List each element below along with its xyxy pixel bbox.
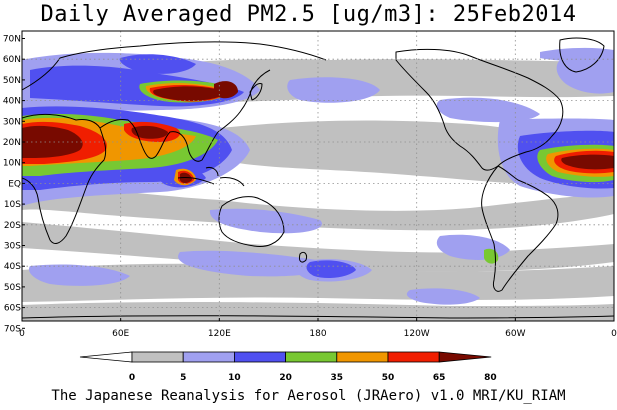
longitude-axis: 0 60E 120E 180 120W 60W 0 — [19, 318, 617, 339]
lat-tick-label: 40S — [4, 262, 21, 272]
lat-tick-label: 30N — [3, 117, 21, 127]
colorbar-label: 65 — [433, 373, 446, 383]
lon-tick-label: 60W — [505, 329, 525, 339]
colorbar-swatch — [336, 351, 389, 363]
lat-tick-label: 60N — [3, 55, 21, 65]
colorbar-swatch — [285, 351, 338, 363]
lat-tick-label: EQ — [8, 179, 21, 189]
colorbar-label: 50 — [382, 373, 395, 383]
lat-tick-label: 50N — [3, 76, 21, 86]
map-title: Daily Averaged PM2.5 [ug/m3]: 25Feb2014 — [40, 2, 577, 27]
colorbar-swatch — [387, 351, 440, 363]
lon-tick-label: 0 — [611, 329, 617, 339]
lon-tick-label: 0 — [19, 329, 25, 339]
colorbar-label: 10 — [228, 373, 241, 383]
colorbar: 0 5 10 20 35 50 65 80 — [79, 351, 497, 383]
lat-tick-label: 70N — [3, 35, 21, 45]
pm25-level-80-plus — [22, 81, 614, 183]
coastlines — [22, 37, 614, 319]
colorbar-label: 35 — [331, 373, 344, 383]
lat-tick-label: 20S — [4, 221, 21, 231]
colorbar-label: 0 — [129, 373, 135, 383]
lon-tick-label: 180 — [309, 329, 326, 339]
credit-line: The Japanese Reanalysis for Aerosol (JRA… — [51, 388, 566, 404]
lat-tick-label: 40N — [3, 97, 21, 107]
lat-tick-label: 20N — [3, 138, 21, 148]
lat-tick-label: 50S — [4, 283, 21, 293]
colorbar-swatch-below-0 — [79, 351, 133, 363]
lon-tick-label: 60E — [112, 329, 129, 339]
colorbar-label: 80 — [484, 373, 497, 383]
colorbar-swatch-above-80 — [438, 351, 492, 363]
lat-tick-label: 70S — [4, 324, 21, 334]
colorbar-label: 5 — [180, 373, 186, 383]
colorbar-swatch — [182, 351, 235, 363]
lon-tick-label: 120W — [404, 329, 430, 339]
lat-tick-label: 60S — [4, 304, 21, 314]
pm25-field — [22, 37, 614, 321]
colorbar-swatch — [131, 351, 184, 363]
lon-tick-label: 120E — [208, 329, 231, 339]
lat-tick-label: 30S — [4, 242, 21, 252]
lat-tick-label: 10N — [3, 159, 21, 169]
colorbar-swatch — [233, 351, 286, 363]
graticule — [22, 31, 614, 321]
latitude-axis: 70N 60N 50N 40N 30N 20N 10N EQ 10S 20S 30S 40S 50S 60… — [3, 35, 25, 334]
colorbar-label: 20 — [279, 373, 292, 383]
lat-tick-label: 10S — [4, 200, 21, 210]
